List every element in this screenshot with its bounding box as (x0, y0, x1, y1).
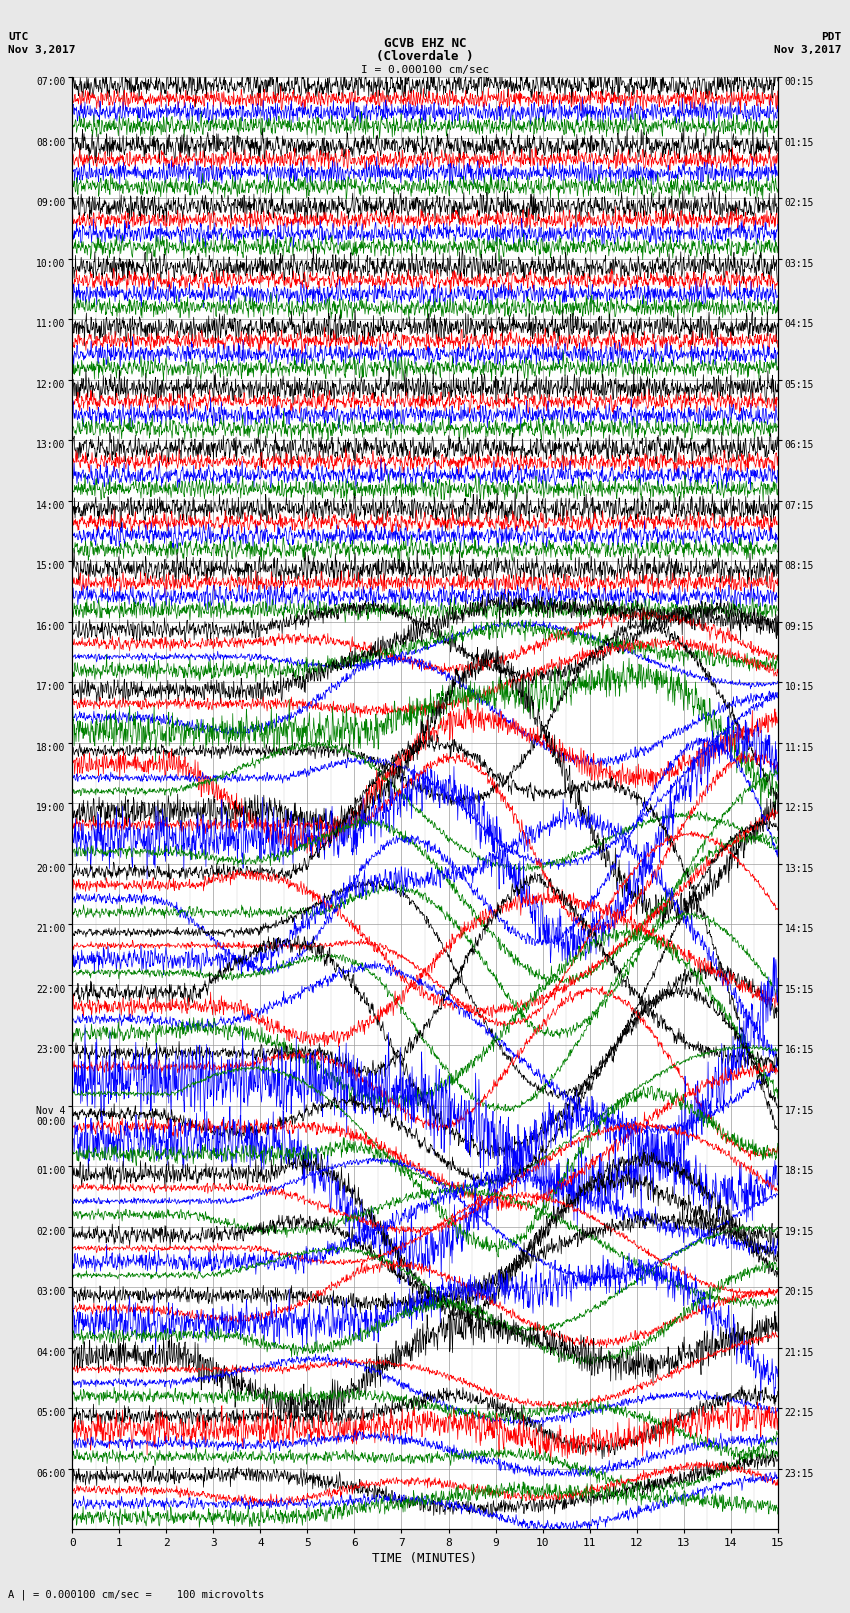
Text: A | = 0.000100 cm/sec =    100 microvolts: A | = 0.000100 cm/sec = 100 microvolts (8, 1589, 264, 1600)
Text: UTC: UTC (8, 32, 29, 42)
Text: I = 0.000100 cm/sec: I = 0.000100 cm/sec (361, 65, 489, 74)
Text: Nov 3,2017: Nov 3,2017 (774, 45, 842, 55)
Text: GCVB EHZ NC: GCVB EHZ NC (383, 37, 467, 50)
Text: Nov 3,2017: Nov 3,2017 (8, 45, 76, 55)
Text: PDT: PDT (821, 32, 842, 42)
Text: (Cloverdale ): (Cloverdale ) (377, 50, 473, 63)
X-axis label: TIME (MINUTES): TIME (MINUTES) (372, 1552, 478, 1565)
